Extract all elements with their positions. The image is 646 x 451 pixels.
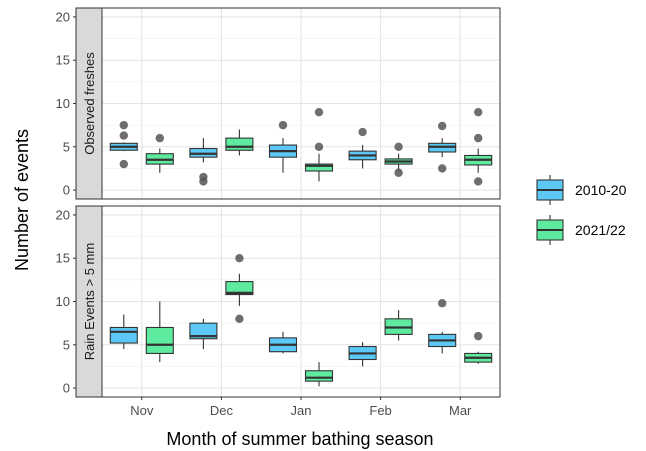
outlier-point — [119, 131, 128, 140]
boxplot-nov-series-2 — [145, 301, 174, 363]
y-tick-label: 5 — [63, 337, 70, 352]
outlier-point — [119, 159, 128, 169]
box — [145, 326, 174, 354]
outlier-point — [119, 120, 128, 130]
x-tick-label: Feb — [369, 403, 391, 418]
boxplot-nov-series-1 — [109, 120, 138, 169]
outlier-point — [278, 120, 288, 130]
y-tick-label: 15 — [56, 251, 70, 266]
box — [304, 163, 334, 172]
y-axis-label: Number of events — [12, 129, 32, 271]
box — [225, 137, 254, 151]
outlier-point — [235, 254, 244, 263]
legend-item: 2010-20 — [536, 175, 627, 205]
y-tick-label: 20 — [56, 207, 70, 222]
box — [109, 326, 138, 344]
boxplot-jan-series-1 — [268, 331, 298, 354]
legend-label: 2010-20 — [575, 182, 627, 198]
x-tick-label: Jan — [291, 403, 312, 418]
outlier-point — [314, 142, 324, 151]
boxplot-mar-series-2 — [464, 331, 493, 364]
panel-observed-freshes: Observed freshes 0 5 10 15 20 — [56, 7, 501, 200]
boxplot-dec-series-2 — [225, 129, 254, 156]
box — [225, 281, 254, 296]
y-tick-label: 5 — [63, 139, 70, 154]
y-tick-label: 0 — [63, 381, 70, 396]
boxplot-jan-series-2 — [304, 107, 334, 182]
outlier-point — [358, 127, 367, 137]
y-tick-label: 10 — [56, 96, 70, 111]
boxplot-mar-series-1 — [428, 121, 457, 173]
outlier-point — [474, 133, 483, 143]
x-axis-label: Month of summer bathing season — [166, 429, 433, 449]
y-tick-label: 15 — [56, 53, 70, 68]
panel-strip-label: Observed freshes — [82, 52, 97, 155]
box — [189, 322, 218, 340]
legend-label: 2021/22 — [575, 222, 626, 238]
panel-strip-label: Rain Events > 5 mm — [82, 243, 97, 360]
outlier-point — [438, 164, 447, 173]
boxplot-jan-series-2 — [304, 362, 334, 387]
panel-border — [101, 7, 501, 200]
panel-strip — [75, 7, 103, 200]
y-tick-label: 0 — [63, 183, 70, 198]
boxplot-mar-series-1 — [428, 299, 457, 354]
outlier-point — [438, 121, 447, 131]
x-tick-label: Nov — [130, 403, 154, 418]
outlier-point — [314, 107, 324, 117]
legend: 2010-20 2021/22 — [536, 175, 627, 245]
boxplot-dec-series-1 — [189, 138, 218, 186]
panel-strip — [75, 205, 103, 398]
outlier-point — [394, 168, 403, 177]
boxplot-nov-series-1 — [109, 314, 138, 350]
boxplot-dec-series-2 — [225, 254, 254, 324]
outlier-point — [438, 299, 447, 308]
outlier-point — [199, 177, 208, 186]
x-tick-labels: Nov Dec Jan Feb Mar — [130, 397, 472, 418]
boxplot-feb-series-1 — [348, 127, 377, 169]
boxplot-feb-series-1 — [348, 342, 377, 367]
outlier-point — [474, 107, 483, 117]
outlier-point — [474, 331, 483, 341]
boxplot-dec-series-1 — [189, 318, 218, 350]
box — [304, 370, 334, 382]
outlier-point — [394, 142, 403, 151]
y-tick-label: 20 — [56, 9, 70, 24]
legend-item: 2021/22 — [536, 215, 626, 245]
panel-rain-events: Rain Events > 5 mm 0 5 10 15 20 — [56, 205, 501, 398]
x-tick-label: Dec — [210, 403, 234, 418]
x-tick-label: Mar — [449, 403, 472, 418]
boxplot-feb-series-2 — [384, 310, 413, 341]
boxplot-jan-series-1 — [268, 120, 298, 173]
outlier-point — [235, 314, 244, 324]
y-tick-label: 10 — [56, 294, 70, 309]
outlier-point — [474, 177, 483, 186]
outlier-point — [155, 133, 164, 143]
boxplot-nov-series-2 — [145, 133, 174, 173]
boxplot-mar-series-2 — [464, 107, 493, 186]
boxplot-feb-series-2 — [384, 142, 413, 177]
